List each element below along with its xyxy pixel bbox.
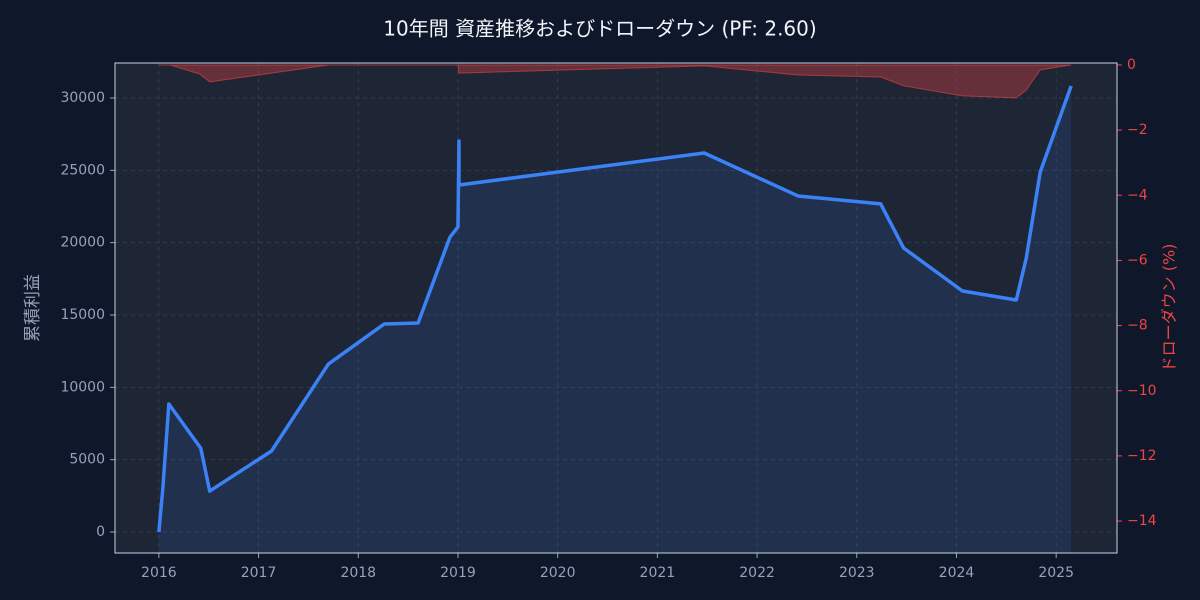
x-tick-label: 2018	[340, 565, 376, 581]
x-tick-label: 2019	[440, 565, 476, 581]
y2-tick-label: −12	[1127, 448, 1157, 464]
x-tick-label: 2016	[141, 565, 177, 581]
x-tick-label: 2023	[839, 565, 875, 581]
y2-tick-label: −6	[1127, 252, 1148, 268]
line	[157, 85, 1073, 533]
y-axis-label: 累積利益	[23, 274, 43, 342]
x-tick-label: 2020	[540, 565, 576, 581]
drawdown-area	[158, 64, 1072, 99]
y2-tick-label: −4	[1127, 187, 1148, 203]
y2-tick-label: 0	[1127, 57, 1136, 73]
x-tick-label: 2025	[1038, 565, 1074, 581]
x-tick-label: 2022	[739, 565, 775, 581]
y-tick-label: 20000	[60, 235, 105, 251]
line-area	[158, 86, 1072, 553]
y-tick-label: 0	[96, 524, 105, 540]
plot-area	[115, 63, 1117, 553]
plot-frame	[114, 62, 1118, 554]
x-tick-label: 2021	[640, 565, 676, 581]
y2-tick-label: −14	[1127, 513, 1157, 529]
chart-title: 10年間 資産推移およびドローダウン (PF: 2.60)	[383, 17, 816, 41]
y-tick-label: 30000	[60, 90, 105, 106]
y-tick-label: 25000	[60, 162, 105, 178]
x-tick-label: 2024	[939, 565, 975, 581]
y2-tick-label: −2	[1127, 122, 1148, 138]
x-tick-label: 2017	[241, 565, 277, 581]
y-tick-label: 5000	[69, 452, 105, 468]
y2-tick-label: −10	[1127, 383, 1157, 399]
y-tick-label: 10000	[60, 379, 105, 395]
y-tick-label: 15000	[60, 307, 105, 323]
y2-axis-label: ドローダウン (%)	[1160, 244, 1179, 373]
y2-tick-label: −8	[1127, 318, 1148, 334]
